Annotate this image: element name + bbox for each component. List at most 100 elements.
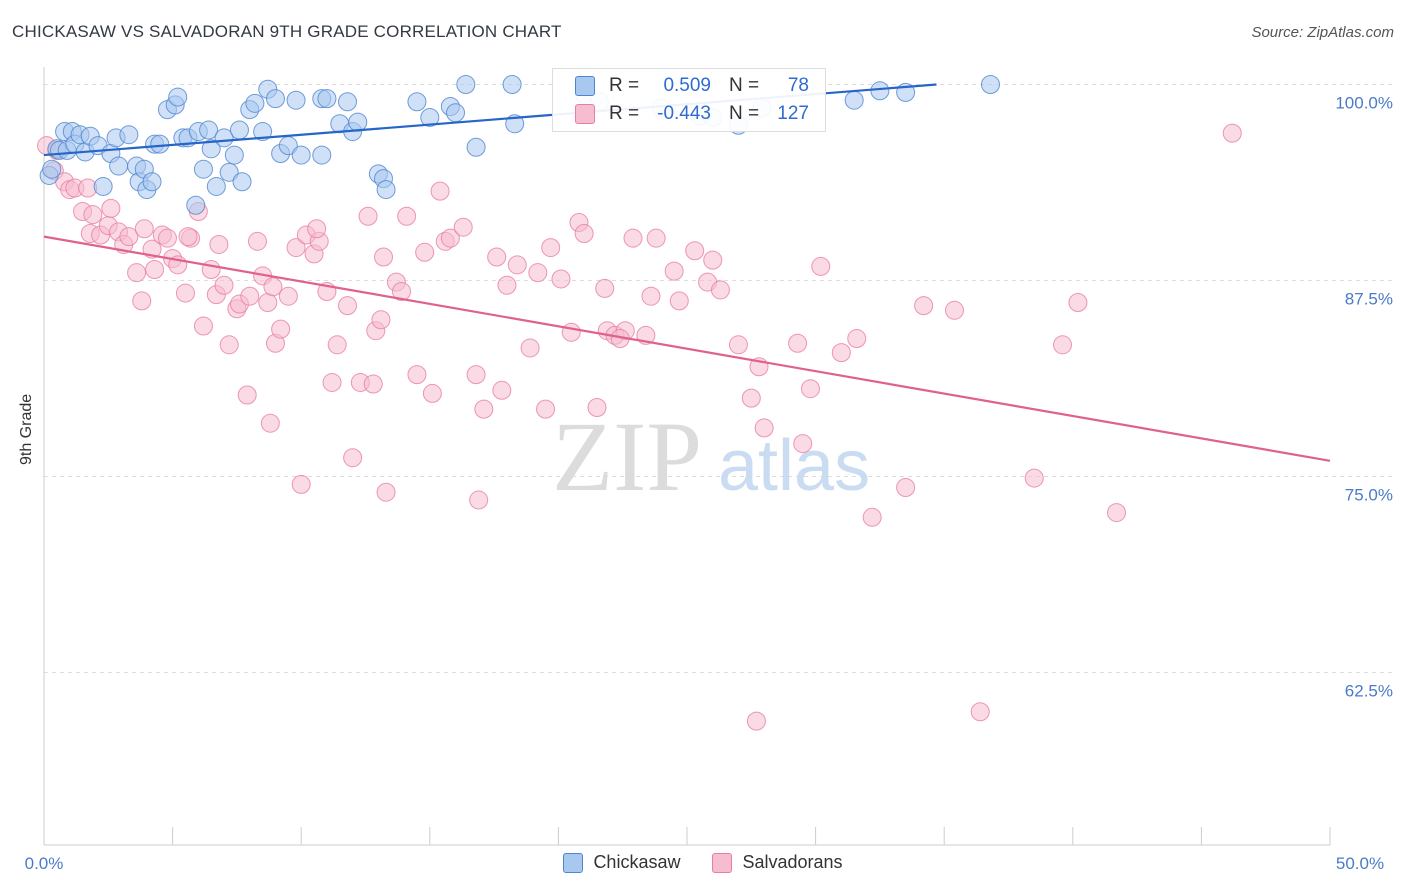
chickasaw-point [219,162,239,182]
legend-item-salvadorans[interactable]: Salvadorans [712,852,843,873]
salvadoran-point [209,234,229,254]
salvadoran-point [119,227,139,247]
salvadoran-point [157,228,177,248]
salvadoran-point [536,399,556,419]
salvadoran-point [847,329,867,349]
salvadoran-point [327,335,347,355]
salvadoran-point [1107,503,1127,523]
salvadoran-point [551,269,571,289]
salvadoran-point [363,374,383,394]
y-tick-label: 62.5% [1345,682,1393,701]
n-value: 127 [777,103,809,124]
salvadoran-point [574,223,594,243]
salvadoran-point [286,238,306,258]
chickasaw-point [214,128,234,148]
chickasaw-point [337,92,357,112]
salvadoran-point [1222,123,1242,143]
salvadoran-point [703,250,723,270]
legend-row-chickasaw: R = 0.509 N = 78 [575,72,809,100]
chickasaw-points [39,75,1000,215]
salvadoran-point [343,448,363,468]
salvadoran-point [1024,468,1044,488]
salvadoran-point [862,507,882,527]
salvadoran-point [831,343,851,363]
salvadoran-point [278,286,298,306]
legend-item-chickasaw[interactable]: Chickasaw [563,852,680,873]
chickasaw-legend-label: Chickasaw [593,852,681,872]
salvadoran-point [664,261,684,281]
chickasaw-point [291,145,311,165]
salvadoran-point [561,322,581,342]
salvadoran-point [214,275,234,295]
salvadoran-point [914,296,934,316]
salvadoran-point [811,256,831,276]
chickasaw-point [229,120,249,140]
salvadoran-point [101,198,121,218]
salvadoran-point [595,278,615,298]
salvadoran-legend-label: Salvadorans [742,852,843,872]
salvadoran-point [392,281,412,301]
chickasaw-point [142,172,162,192]
salvadoran-point [646,228,666,248]
r-value: 0.509 [663,75,711,96]
salvadoran-point [469,490,489,510]
salvadoran-point [201,260,221,280]
salvadoran-point [430,181,450,201]
salvadoran-point [669,291,689,311]
salvadoran-point [247,231,267,251]
salvadoran-point [440,228,460,248]
chickasaw-point [446,103,466,123]
salvadoran-point [1068,292,1088,312]
salvadoran-point [291,474,311,494]
salvadoran-point [237,385,257,405]
salvadoran-point [487,247,507,267]
salvadoran-point [376,482,396,502]
y-tick-label: 87.5% [1345,290,1393,309]
salvadoran-point [474,399,494,419]
chickasaw-point [206,176,226,196]
legend-row-salvadoran: R = -0.443 N = 127 [575,100,809,128]
salvadoran-point [358,206,378,226]
salvadoran-point [944,300,964,320]
chickasaw-swatch [575,76,595,96]
salvadoran-point [623,228,643,248]
chickasaw-point [119,125,139,145]
chickasaw-point [186,195,206,215]
chickasaw-point [420,107,440,127]
y-tick-label: 75.0% [1345,486,1393,505]
tick-labels: 62.5% 75.0% 87.5% 100.0% 0.0% 50.0% [25,94,1393,873]
salvadoran-point [397,206,417,226]
grid-lines [44,84,1394,674]
salvadoran-point [193,316,213,336]
salvadoran-point [337,296,357,316]
salvadoran-point [271,319,291,339]
chart-title: CHICKASAW VS SALVADORAN 9TH GRADE CORREL… [12,22,562,41]
salvadoran-point [83,205,103,225]
chickasaw-point [109,156,129,176]
salvadoran-point [520,338,540,358]
salvadoran-trend-line [43,235,1331,462]
chickasaw-point [201,139,221,159]
watermark-atlas: atlas [718,426,870,506]
salvadoran-point [587,398,607,418]
chickasaw-point [193,159,213,179]
chickasaw-point [312,145,332,165]
chickasaw-point [93,176,113,196]
chickasaw-legend-swatch [563,852,584,873]
salvadoran-point [528,263,548,283]
salvadoran-point [746,711,766,731]
r-label: R = [609,103,640,124]
salvadoran-point [134,219,154,239]
salvadoran-point [728,335,748,355]
chickasaw-point [980,75,1000,95]
chickasaw-point [253,122,273,142]
salvadoran-point [219,335,239,355]
chickasaw-point [265,89,285,109]
series-legend: Chickasaw Salvadorans [0,852,1406,873]
chickasaw-point [317,89,337,109]
chickasaw-point [42,159,62,179]
salvadoran-point [260,413,280,433]
salvadoran-point [374,247,394,267]
chickasaw-point [348,112,368,132]
